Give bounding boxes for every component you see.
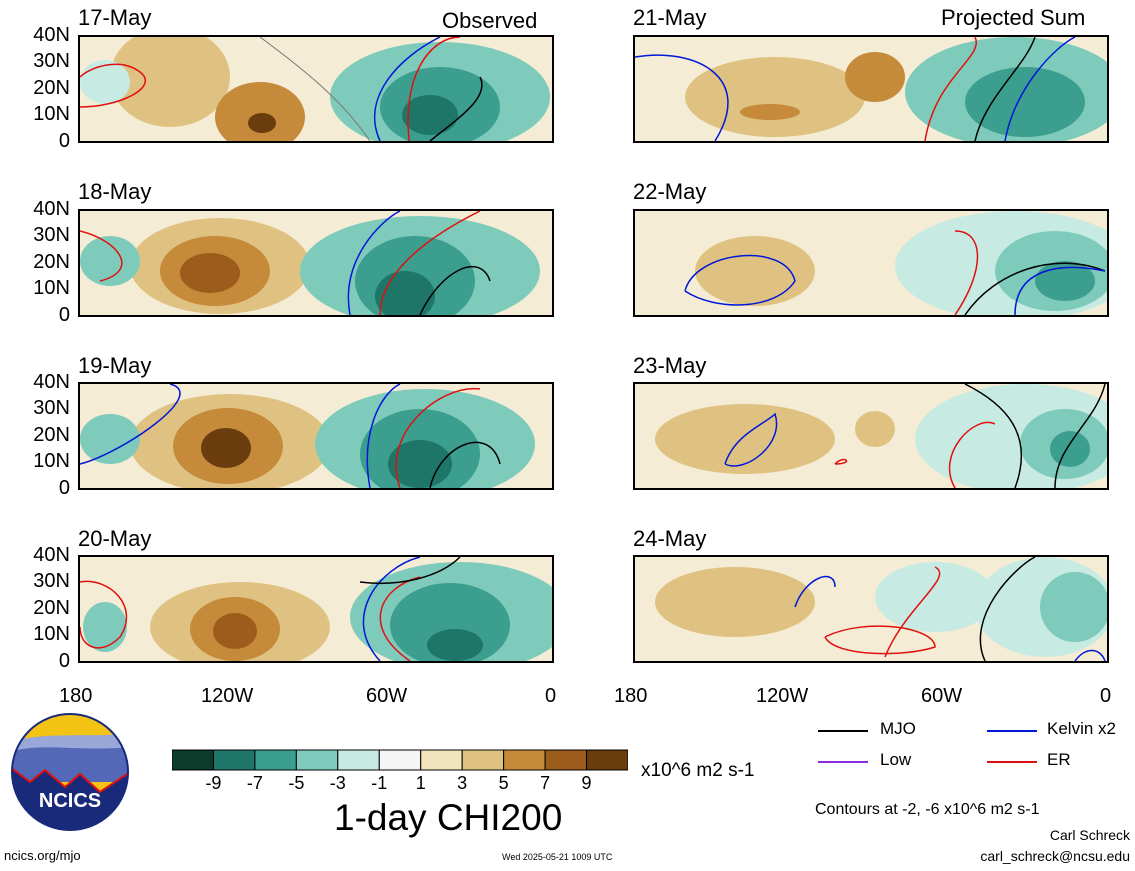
y-tick: 0	[58, 650, 70, 672]
x-tick: 0	[1100, 685, 1112, 707]
x-tick: 120W	[756, 685, 809, 707]
kelvin-line	[987, 730, 1037, 732]
panel-date: 17-May	[78, 5, 152, 30]
colorbar-swatch	[503, 749, 546, 771]
map-panel	[633, 35, 1109, 143]
colorbar-label: -3	[329, 773, 346, 793]
x-tick: 180	[59, 685, 93, 707]
y-tick: 10N	[33, 103, 70, 125]
y-tick: 0	[58, 304, 70, 326]
low-line	[818, 761, 868, 763]
y-tick: 40N	[33, 198, 70, 220]
colorbar-label: 7	[540, 773, 551, 793]
panel-date: 19-May	[78, 353, 152, 378]
colorbar-label: 1	[415, 773, 426, 793]
map-panel	[633, 209, 1109, 317]
x-tick: 180	[614, 685, 648, 707]
observed-title: Observed	[442, 8, 538, 33]
colorbar-label: -5	[288, 773, 305, 793]
map-panel	[633, 555, 1109, 663]
er-line	[987, 761, 1037, 763]
colorbar-label: -9	[205, 773, 222, 793]
colorbar-units: x10^6 m2 s-1	[641, 760, 755, 781]
colorbar-label: -1	[371, 773, 388, 793]
y-tick: 10N	[33, 277, 70, 299]
x-tick: 60W	[921, 685, 963, 707]
x-tick: 0	[545, 685, 557, 707]
map-panel	[78, 209, 554, 317]
site-link[interactable]: ncics.org/mjo	[4, 848, 81, 863]
y-tick: 10N	[33, 623, 70, 645]
timestamp: Wed 2025-05-21 1009 UTC	[502, 852, 613, 862]
colorbar-label: -7	[246, 773, 263, 793]
y-tick: 10N	[33, 450, 70, 472]
colorbar-title: 1-day CHI200	[334, 797, 563, 838]
y-tick: 30N	[33, 224, 70, 246]
legend-er: ER	[1047, 750, 1071, 769]
colorbar-label: 9	[581, 773, 592, 793]
colorbar-swatch	[337, 749, 380, 771]
y-tick: 0	[58, 130, 70, 152]
projected-title: Projected Sum	[941, 5, 1086, 30]
map-panel	[78, 382, 554, 490]
panel-date: 23-May	[633, 353, 707, 378]
y-tick: 40N	[33, 371, 70, 393]
y-tick: 40N	[33, 544, 70, 566]
x-tick: 60W	[366, 685, 408, 707]
colorbar-swatch	[461, 749, 505, 771]
colorbar-swatch	[295, 749, 339, 771]
colorbar-swatch	[172, 749, 214, 771]
legend-low: Low	[880, 750, 912, 769]
y-tick: 20N	[33, 597, 70, 619]
y-tick: 40N	[33, 24, 70, 46]
panel-date: 18-May	[78, 179, 152, 204]
colorbar-swatch	[586, 749, 628, 771]
colorbar-swatch	[420, 749, 463, 771]
legend-kelvin: Kelvin x2	[1047, 719, 1116, 738]
x-tick: 120W	[201, 685, 254, 707]
y-tick: 20N	[33, 77, 70, 99]
panel-date: 22-May	[633, 179, 707, 204]
mjo-line	[818, 730, 868, 732]
panel-date: 24-May	[633, 526, 707, 551]
legend-mjo: MJO	[880, 719, 916, 738]
y-tick: 20N	[33, 251, 70, 273]
panel-date: 21-May	[633, 5, 707, 30]
map-panel	[78, 35, 554, 143]
email: carl_schreck@ncsu.edu	[980, 848, 1130, 864]
y-tick: 0	[58, 477, 70, 499]
colorbar	[172, 749, 628, 771]
ncics-logo: NCICS	[10, 712, 130, 832]
colorbar-swatch	[212, 749, 256, 771]
map-panel	[78, 555, 554, 663]
map-panel	[633, 382, 1109, 490]
y-tick: 20N	[33, 424, 70, 446]
colorbar-swatch	[544, 749, 588, 771]
y-tick: 30N	[33, 397, 70, 419]
y-tick: 30N	[33, 50, 70, 72]
colorbar-swatch	[254, 749, 297, 771]
colorbar-label: 3	[457, 773, 468, 793]
panel-date: 20-May	[78, 526, 152, 551]
author: Carl Schreck	[1049, 827, 1130, 843]
y-tick: 30N	[33, 570, 70, 592]
colorbar-label: 5	[498, 773, 509, 793]
contours-note: Contours at -2, -6 x10^6 m2 s-1	[815, 801, 1040, 818]
colorbar-swatch	[378, 749, 422, 771]
logo-text: NCICS	[38, 790, 102, 812]
